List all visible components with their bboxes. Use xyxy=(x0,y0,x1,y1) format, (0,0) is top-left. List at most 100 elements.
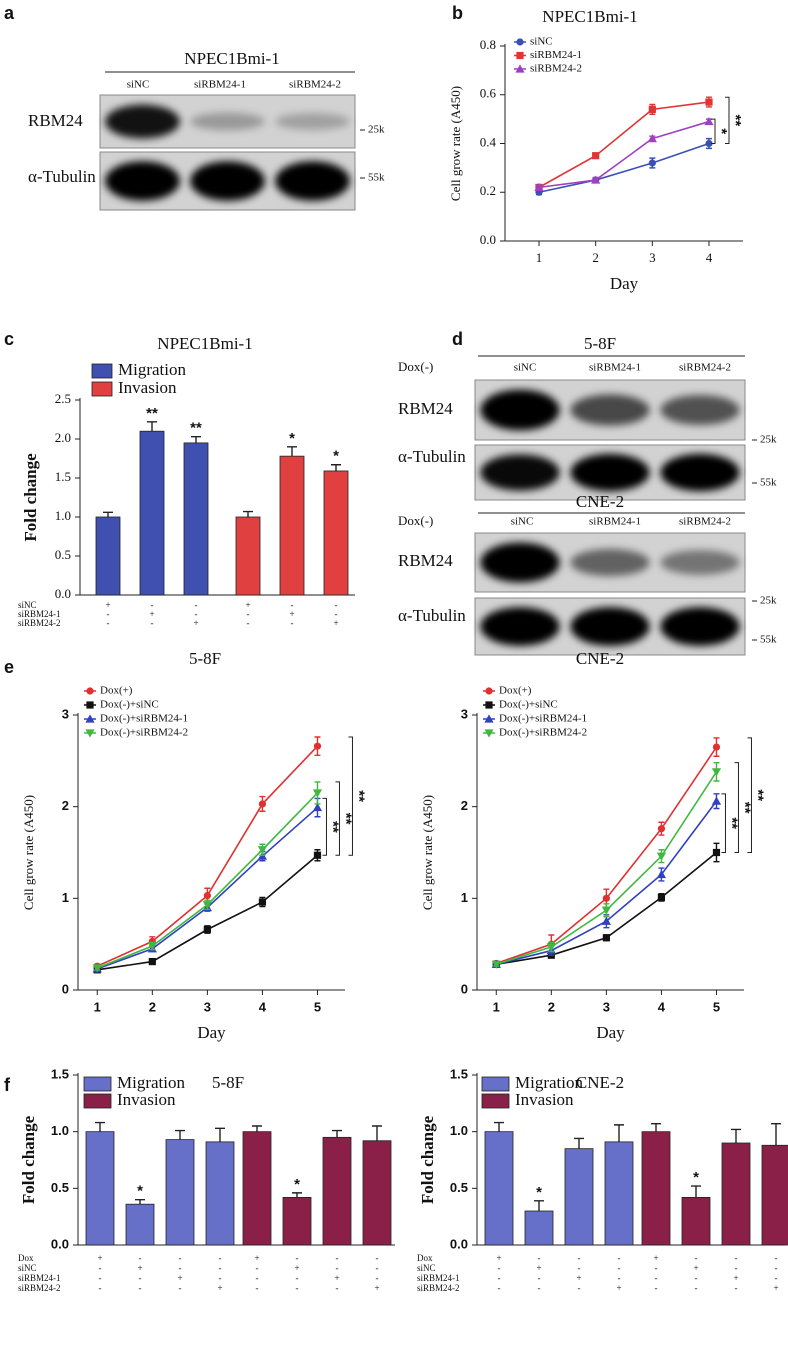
legend-label: Migration xyxy=(118,360,186,379)
row-label: RBM24 xyxy=(398,551,453,570)
condition-sign: - xyxy=(219,1263,222,1273)
bar xyxy=(323,470,349,596)
condition-sign: - xyxy=(735,1253,738,1263)
marker xyxy=(203,891,211,900)
condition-sign: - xyxy=(538,1273,541,1283)
marker xyxy=(592,152,600,160)
legend-label: Dox(-)+siNC xyxy=(100,699,159,711)
condition-sign: - xyxy=(99,1273,102,1283)
legend-label: siRBM24-2 xyxy=(530,63,582,75)
error-bar xyxy=(614,1124,624,1142)
legend-marker xyxy=(484,714,494,723)
y-tick-label: 0.6 xyxy=(480,86,497,101)
marker xyxy=(258,898,267,906)
condition-sign: - xyxy=(538,1253,541,1263)
y-axis-label: Fold change xyxy=(21,453,40,542)
lane-label: siRBM24-2 xyxy=(679,362,731,374)
condition-sign: + xyxy=(254,1253,259,1263)
blot-band xyxy=(570,394,650,426)
significance-label: * xyxy=(693,1169,699,1186)
legend-marker xyxy=(516,51,524,60)
condition-sign: - xyxy=(695,1283,698,1293)
x-axis-label: Day xyxy=(610,274,639,293)
chart-title: CNE-2 xyxy=(576,1073,624,1092)
series-line xyxy=(538,142,710,194)
condition-sign: - xyxy=(498,1273,501,1283)
size-marker: 55k xyxy=(368,172,385,184)
condition-sign: + xyxy=(105,600,110,610)
condition-label: siNC xyxy=(18,1263,37,1273)
legend-marker xyxy=(86,687,94,695)
marker xyxy=(705,139,713,148)
legend-label: Invasion xyxy=(117,1090,176,1109)
significance-label: * xyxy=(137,1183,143,1200)
condition-sign: + xyxy=(294,1263,299,1273)
marker xyxy=(711,768,722,777)
condition-sign: - xyxy=(775,1273,778,1283)
marker xyxy=(147,942,157,951)
row-label: α-Tubulin xyxy=(398,447,466,466)
bar xyxy=(242,1131,272,1246)
y-axis-label: Cell grow rate (A450) xyxy=(448,86,463,201)
blot-band xyxy=(105,161,180,201)
error-bar xyxy=(95,1121,105,1132)
marker xyxy=(648,105,656,113)
condition-sign: - xyxy=(296,1253,299,1263)
condition-sign: - xyxy=(151,600,154,610)
condition-sign: - xyxy=(655,1263,658,1273)
legend-label: siNC xyxy=(530,36,553,48)
legend-label: siRBM24-1 xyxy=(530,49,582,61)
marker xyxy=(313,851,322,859)
condition-label: siRBM24-1 xyxy=(18,1273,61,1283)
error-bar xyxy=(135,1198,145,1205)
condition-sign: - xyxy=(578,1253,581,1263)
condition-sign: - xyxy=(498,1263,501,1273)
x-tick-label: 1 xyxy=(94,999,101,1014)
condition-label: Dox xyxy=(18,1253,34,1263)
row-label: α-Tubulin xyxy=(398,606,466,625)
marker xyxy=(491,960,501,969)
marker xyxy=(656,852,667,861)
legend-swatch xyxy=(91,381,113,397)
condition-sign: - xyxy=(179,1263,182,1273)
y-tick-label: 0.0 xyxy=(55,586,71,601)
x-tick-label: 1 xyxy=(536,250,543,265)
condition-sign: - xyxy=(376,1253,379,1263)
legend-marker xyxy=(85,729,95,738)
condition-sign: - xyxy=(695,1253,698,1263)
marker xyxy=(202,901,212,910)
y-tick-label: 0.0 xyxy=(51,1236,69,1251)
legend-marker xyxy=(485,687,493,695)
error-bar xyxy=(287,446,297,457)
panel-label: c xyxy=(4,329,14,349)
condition-sign: - xyxy=(735,1263,738,1273)
condition-sign: - xyxy=(655,1283,658,1293)
bar xyxy=(279,455,305,596)
blot-band xyxy=(275,113,350,130)
condition-sign: - xyxy=(775,1253,778,1263)
row-label: RBM24 xyxy=(398,399,453,418)
marker xyxy=(602,934,610,942)
blot-band xyxy=(480,542,560,583)
blot-title: NPEC1Bmi-1 xyxy=(184,49,279,68)
marker xyxy=(92,964,102,973)
lane-label: siRBM24-2 xyxy=(289,79,341,91)
marker xyxy=(601,906,611,915)
legend-swatch xyxy=(83,1093,112,1109)
condition-sign: - xyxy=(179,1253,182,1263)
condition-sign: - xyxy=(775,1263,778,1273)
condition-sign: + xyxy=(149,609,154,619)
condition-sign: - xyxy=(139,1283,142,1293)
x-tick-label: 3 xyxy=(603,999,610,1014)
condition-sign: + xyxy=(217,1283,222,1293)
condition-sign: - xyxy=(256,1263,259,1273)
lane-label: siRBM24-1 xyxy=(589,516,641,528)
bar xyxy=(322,1136,352,1246)
lane-label: siRBM24-2 xyxy=(679,516,731,528)
y-axis-label: Cell grow rate (A450) xyxy=(420,795,435,910)
blot-band xyxy=(480,454,560,491)
marker xyxy=(712,848,721,857)
significance-label: * xyxy=(713,128,730,134)
size-marker: 25k xyxy=(368,124,385,136)
condition-sign: + xyxy=(334,1273,339,1283)
